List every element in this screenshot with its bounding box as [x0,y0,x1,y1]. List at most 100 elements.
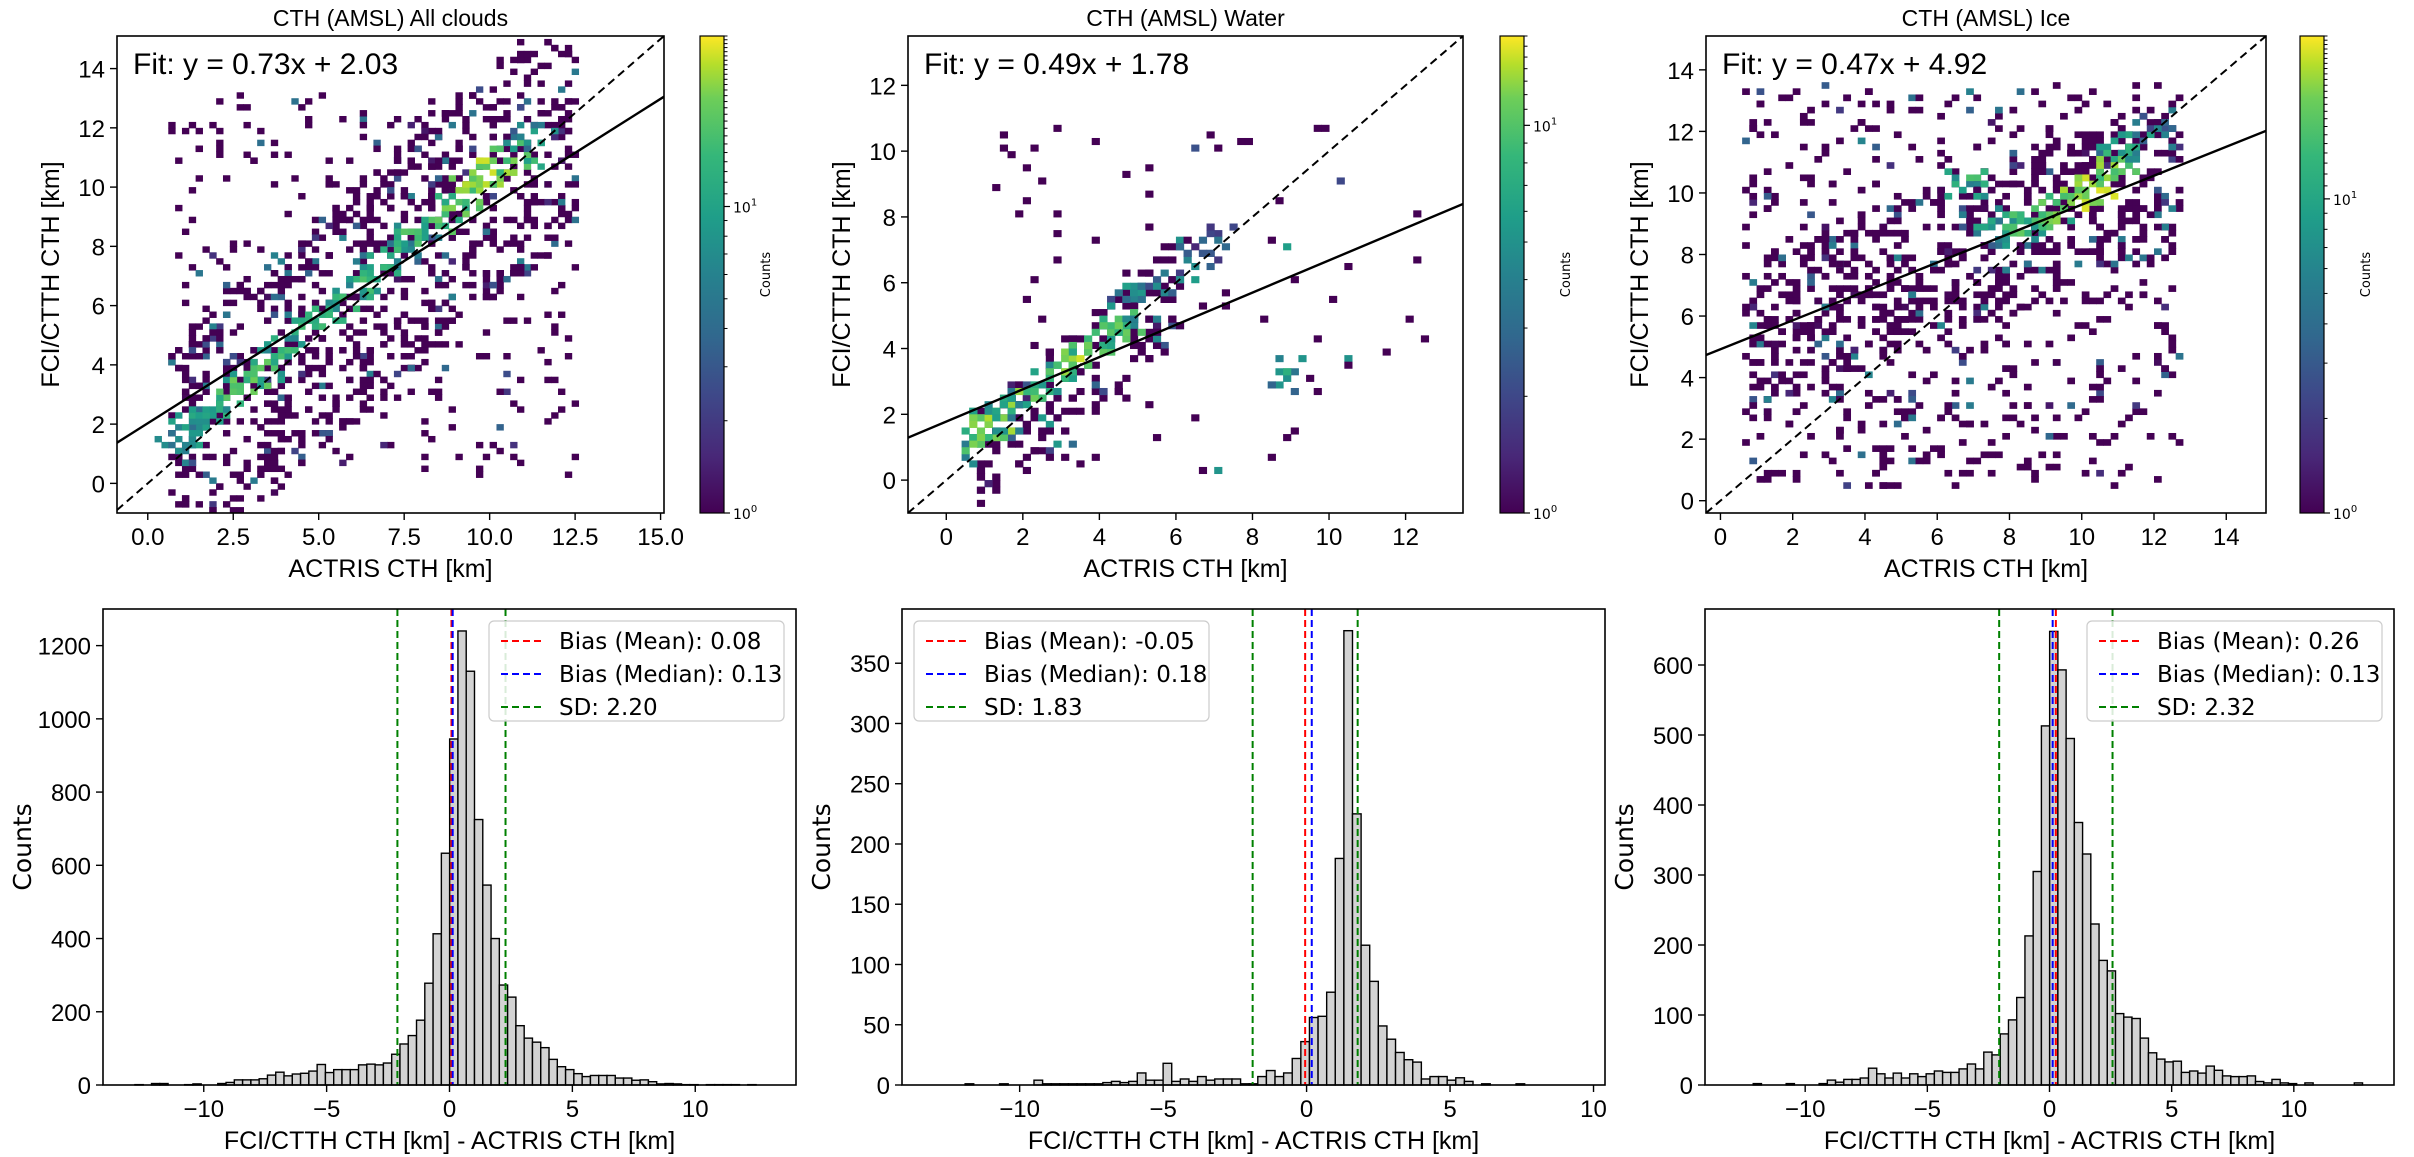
heatmap-cell [2060,162,2068,169]
heatmap-cell [400,293,409,301]
heatmap-cell [1168,276,1177,284]
histogram-bar [2024,935,2034,1086]
heatmap-cell [2023,383,2032,391]
heatmap-cell [222,501,231,508]
heatmap-cell [2096,168,2104,175]
heatmap-cell [1030,447,1039,455]
heatmap-cell [332,181,340,188]
heatmap-cell [530,216,539,224]
heatmap-cell [284,305,292,313]
heatmap-cell [1742,408,1750,416]
heatmap-cell [1886,445,1895,452]
heatmap-cell [2052,174,2061,182]
heatmap-cell [2161,192,2169,200]
heatmap-cell [1785,162,1794,169]
heatmap-cell [359,329,368,336]
heatmap-cell [2016,248,2025,255]
heatmap-cell [229,370,238,378]
histogram-bar [1308,1016,1319,1086]
heatmap-cell [489,204,497,212]
heatmap-cell [2139,254,2148,262]
heatmap-cell [257,382,265,390]
heatmap-cell [2117,469,2126,477]
heatmap-cell [1267,453,1276,461]
fit-lines [1706,36,2266,513]
heatmap-cell [202,418,210,425]
heatmap-cell [2002,432,2010,440]
heatmap-cell [325,430,333,437]
heatmap-cell [311,264,320,271]
heatmap-cell [2045,248,2054,255]
heatmap-cell [1068,341,1077,350]
heatmap-cell [1091,401,1100,409]
heatmap-cell [1879,463,1888,471]
heatmap-cell [489,104,497,111]
heatmap-cell [475,465,484,473]
heatmap-cell [516,240,525,247]
heatmap-cell [311,258,320,265]
heatmap-cell [2009,180,2018,188]
y-tick-label: 600 [1653,653,1693,680]
heatmap-cell [407,364,415,372]
heatmap-cell [516,459,525,467]
x-tick-label: 0 [2043,1096,2056,1123]
x-axis-ticks: 0 2 4 6 8 10 12 14 [1714,513,2240,551]
heatmap-cell [352,240,361,247]
heatmap-cell [523,234,532,241]
heatmap-cell [1749,211,1758,219]
heatmap-cell [305,98,313,105]
heatmap-cell [318,216,327,224]
heatmap-cell [2081,174,2090,182]
heatmap-cell [1836,352,1844,360]
histogram-bar [2147,1052,2158,1086]
heatmap-cell [1007,401,1016,409]
heatmap-cell [976,440,986,448]
heatmap-cell [1756,131,1765,139]
heatmap-cell [161,441,169,449]
heatmap-cell [339,228,347,236]
heatmap-cell [2096,260,2104,268]
heatmap-cell [270,364,279,372]
y-tick-label: 350 [850,651,890,678]
heatmap-cell [496,424,504,431]
heatmap-cell [407,198,415,206]
heatmap-cell [359,175,368,182]
heatmap-cell [1958,316,1967,323]
heatmap-cell [1091,387,1100,396]
heatmap-cell [181,465,190,473]
heatmap-cell [523,169,532,176]
heatmap-cell [1966,223,1974,231]
heatmap-cell [2081,131,2090,139]
heatmap-cell [2067,377,2076,385]
heatmap-cell [2146,125,2155,132]
heatmap-cell [1915,297,1924,305]
heatmap-cell [1995,266,2003,274]
heatmap-cell [448,293,456,301]
heatmap-cell [2117,420,2126,428]
heatmap-cell [277,447,286,455]
y-tick-label: 10 [869,139,896,166]
heatmap-cell [1821,328,1830,336]
heatmap-cell [441,175,450,182]
heatmap-cell [1908,205,1917,212]
heatmap-cell [373,323,381,330]
heatmap-cell [2132,260,2141,268]
heatmap-cell [571,98,580,105]
heatmap-cell [2031,156,2039,163]
fit-equation: Fit: y = 0.47x + 4.92 [1722,48,1987,81]
heatmap-cell [359,133,368,141]
heatmap-cell [209,453,217,461]
heatmap-cell [516,193,525,200]
heatmap-cell [270,406,279,413]
heatmap-cell [976,414,986,422]
heatmap-cell [516,139,525,147]
heatmap-cell [2052,199,2061,206]
heatmap-cell [1137,348,1146,356]
heatmap-cell [2002,242,2010,249]
heatmap-cell [482,353,491,360]
heatmap-cell [380,412,388,419]
heatmap-cell [243,376,251,384]
heatmap-cell [1879,291,1888,299]
heatmap-cell [311,418,320,425]
heatmap-cell [1828,303,1837,311]
